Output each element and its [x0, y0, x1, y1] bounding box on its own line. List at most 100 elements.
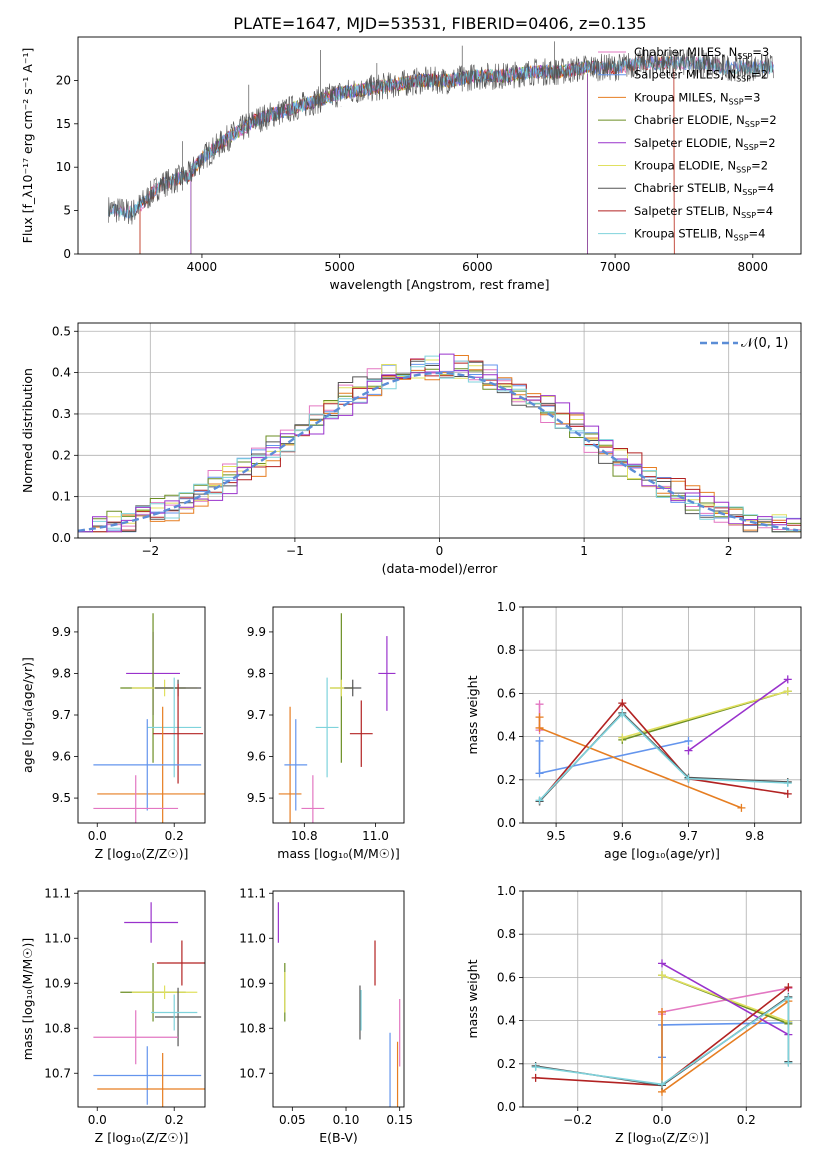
y-axis-label: age [log₁₀(age/yr)] [20, 657, 35, 773]
panel-weight_vs_age: 9.5 9.6 9.7 9.8 0.0 0.2 0.4 0.6 0.8 1.0 age [log₁₀… [465, 600, 802, 861]
weight-marker [535, 723, 544, 732]
tick-label-y: 9.6 [52, 750, 71, 764]
tick-label-y: 9.9 [52, 625, 71, 639]
legend-value: =3 [744, 90, 761, 104]
tick-label-x: 10.8 [291, 829, 318, 843]
tick-label-y: 0.1 [52, 490, 71, 504]
legend-entry: Salpeter MILES, NSSP=2 [634, 68, 768, 84]
tick-label-y: 5 [63, 204, 71, 218]
errorbar-point [124, 902, 179, 943]
weight-marker [658, 1080, 666, 1089]
weight-marker [658, 1007, 666, 1016]
tick-label-y: 0.0 [497, 1100, 516, 1114]
legend-subscript: SSP [734, 234, 749, 243]
tick-label-y: 9.8 [52, 666, 71, 680]
panel-age_vs_mass: 10.8 11.0 9.5 9.6 9.7 9.8 9.9 mass [log₁₀(M/M☉)… [247, 606, 405, 861]
tick-label-x: 0.2 [165, 829, 184, 843]
tick-label-y: 1.0 [497, 600, 516, 614]
errorbar-point [153, 683, 204, 784]
legend-subscript: SSP [744, 143, 759, 152]
legend-value: =3 [752, 45, 769, 59]
panel-residuals: −2 −1 0 1 2 0.0 0.1 0.2 0.3 0.4 0.5 (data-model)/er… [20, 322, 802, 576]
x-axis-label: age [log₁₀(age/yr)] [604, 846, 720, 861]
errorbar-point [93, 719, 202, 811]
plot-area [278, 613, 396, 823]
axes-frame [522, 890, 802, 1108]
errorbar-point [151, 994, 198, 1031]
tick-label-y: 0.6 [497, 686, 516, 700]
tick-label-x: 4000 [187, 260, 218, 274]
axes-frame [77, 36, 802, 255]
tick-label-y: 0.3 [52, 407, 71, 421]
axes-frame [522, 606, 802, 824]
errorbar-point [349, 700, 373, 767]
axes-frame [77, 322, 802, 539]
plot-area [535, 675, 792, 812]
tick-label-y: 10.9 [239, 976, 266, 990]
x-axis-label: wavelength [Angstrom, rest frame] [329, 277, 549, 292]
weight-marker [531, 1063, 540, 1072]
tick-label-y: 0.2 [52, 448, 71, 462]
tick-label-x: 6000 [462, 260, 493, 274]
weight-marker [784, 1058, 793, 1067]
tick-label-y: 0.8 [497, 643, 516, 657]
legend-entry: Kroupa STELIB, NSSP=4 [634, 227, 765, 243]
axes-frame [77, 606, 206, 824]
tick-label-x: −2 [141, 544, 159, 558]
errorbar-point [344, 679, 362, 697]
axes-frame [272, 890, 405, 1108]
weight-marker [783, 687, 792, 696]
weight-marker [535, 700, 544, 709]
tick-label-x: 0.15 [386, 1113, 413, 1127]
weight-marker [684, 736, 693, 745]
weight-marker [658, 959, 666, 968]
errorbar-point [97, 706, 205, 823]
y-axis-label: mass [log₁₀(M/M☉)] [20, 938, 35, 1060]
tick-label-y: 11.0 [44, 931, 71, 945]
weight-marker [618, 733, 627, 742]
weight-marker [783, 789, 792, 798]
tick-label-y: 11.0 [239, 931, 266, 945]
weight-series-line [535, 996, 790, 1086]
legend-entry: Kroupa MILES, NSSP=3 [634, 90, 760, 106]
legend-entry: Chabrier ELODIE, NSSP=2 [634, 113, 777, 129]
residual-histogram-step [78, 353, 801, 533]
tick-label-x: −1 [286, 544, 304, 558]
weight-marker [737, 803, 746, 812]
legend-entry: Salpeter ELODIE, NSSP=2 [634, 136, 776, 152]
legend-value: =2 [751, 159, 768, 173]
plot-area [93, 902, 205, 1107]
legend-entry: Kroupa ELODIE, NSSP=2 [634, 159, 768, 175]
tick-label-y: 15 [56, 117, 71, 131]
legend-value: =2 [759, 136, 776, 150]
figure-title: PLATE=1647, MJD=53531, FIBERID=0406, z=0… [233, 14, 646, 33]
axes-frame [77, 890, 206, 1108]
weight-marker [658, 971, 666, 980]
tick-label-y: 11.1 [239, 886, 266, 900]
legend-subscript: SSP [737, 52, 752, 61]
tick-label-x: 9.7 [679, 829, 698, 843]
weight-marker [783, 779, 792, 788]
legend-entry: Chabrier MILES, NSSP=3 [634, 45, 769, 61]
tick-label-y: 9.5 [247, 791, 266, 805]
tick-label-y: 0.2 [497, 773, 516, 787]
tick-label-y: 10.7 [44, 1066, 71, 1080]
weight-series-line [538, 701, 788, 802]
plot-area [277, 902, 401, 1107]
legend-entry: 𝒩(0, 1) [741, 336, 788, 351]
observed-spectrum-line [108, 49, 774, 225]
weight-marker [784, 993, 793, 1002]
x-axis-label: Z [log₁₀(Z/Z☉)] [95, 1130, 189, 1145]
tick-label-x: 0.2 [165, 1113, 184, 1127]
errorbar-point [93, 1010, 179, 1065]
errorbar-point [93, 775, 179, 823]
tick-label-y: 0.0 [52, 531, 71, 545]
errorbar-point [378, 636, 396, 711]
legend-value: =4 [749, 227, 766, 241]
tick-label-y: 0.2 [497, 1057, 516, 1071]
weight-series-line [538, 712, 788, 801]
weight-series-line [661, 1022, 789, 1058]
legend-value: =2 [760, 113, 777, 127]
weight-series-line [688, 678, 789, 752]
legend-value: =4 [757, 181, 774, 195]
